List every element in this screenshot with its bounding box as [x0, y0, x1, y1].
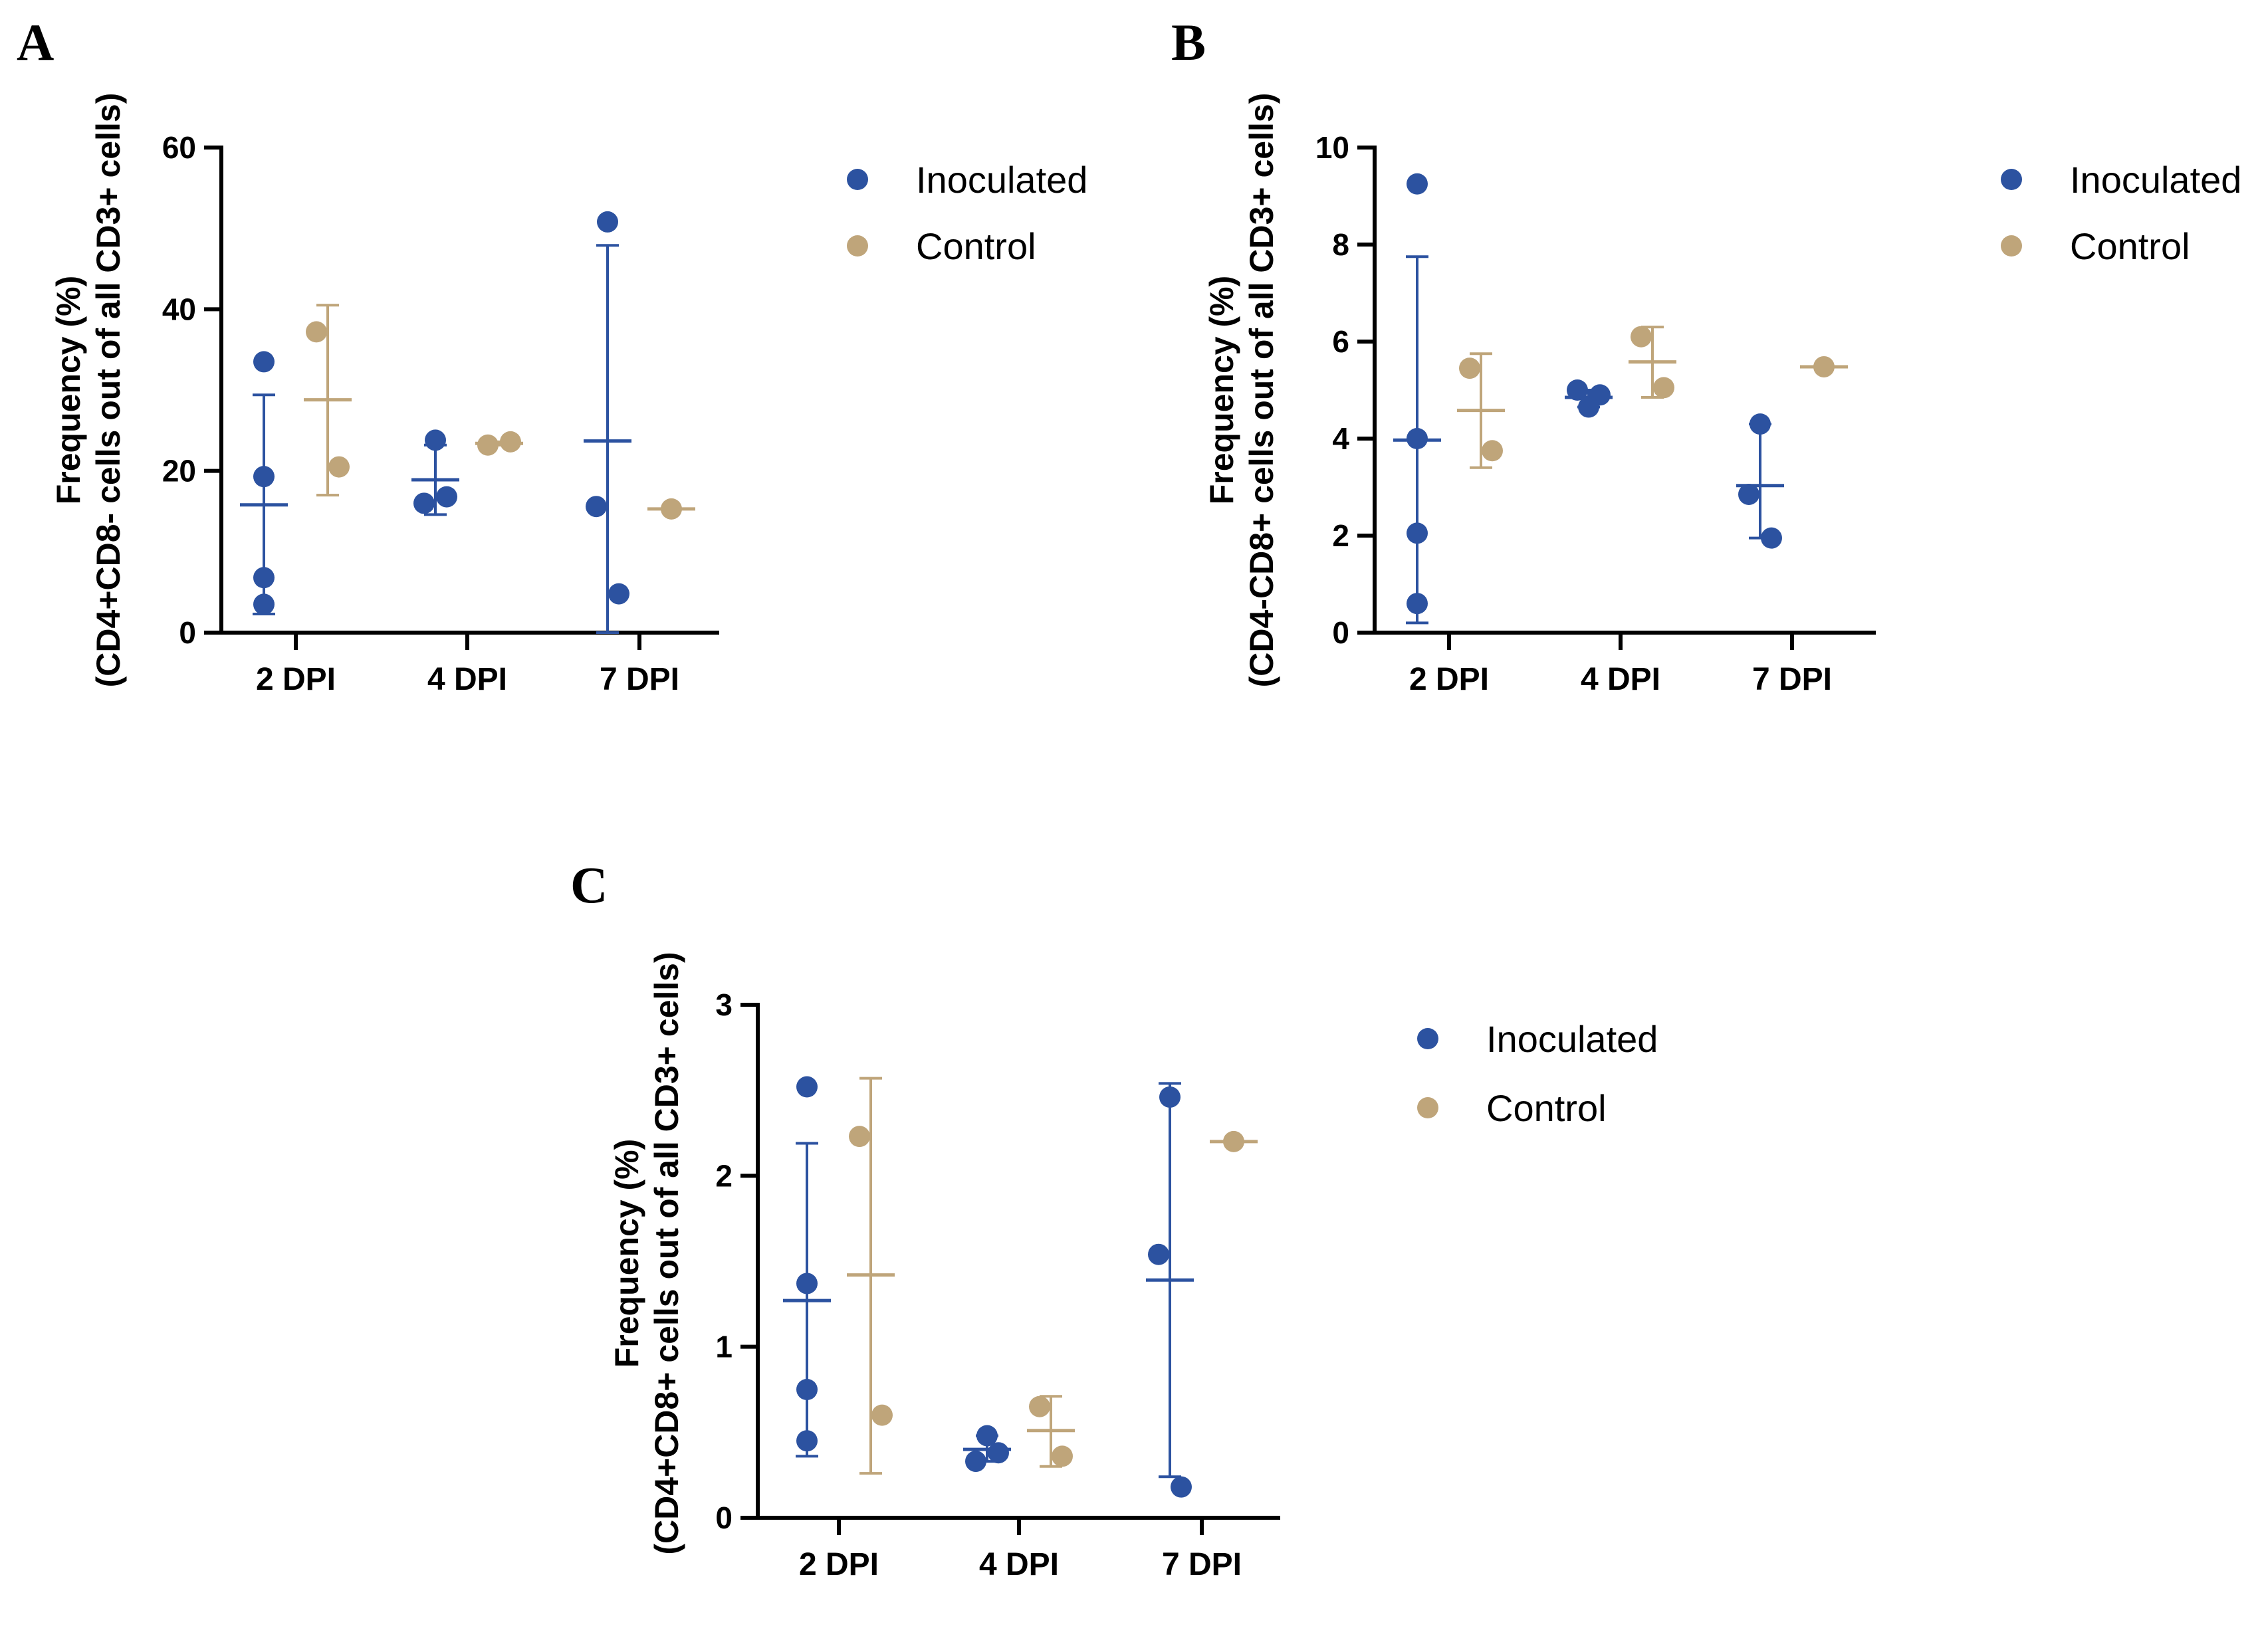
- inoculated-data-point: [1567, 379, 1588, 401]
- control-data-point: [1029, 1395, 1050, 1417]
- panel-letter: B: [1171, 13, 1206, 71]
- y-tick-label: 3: [715, 987, 733, 1022]
- inoculated-data-point: [796, 1076, 818, 1098]
- x-tick-label: 4 DPI: [1581, 662, 1660, 697]
- inoculated-data-point: [976, 1425, 998, 1447]
- inoculated-data-point: [1407, 593, 1428, 615]
- y-axis-label-line-2: (CD4-CD8+ cells out of all CD3+ cells): [1243, 93, 1280, 688]
- panel-a: A Frequency (%) (CD4+CD8- cells out of all…: [17, 13, 1087, 697]
- inoculated-data-point: [1738, 483, 1759, 505]
- panel-letter: C: [570, 856, 608, 914]
- legend-marker-control: [1417, 1097, 1438, 1118]
- inoculated-data-point: [253, 593, 275, 615]
- y-axis-label: Frequency (%) (CD4+CD8+ cells out of all …: [608, 952, 685, 1554]
- inoculated-data-point: [796, 1379, 818, 1400]
- inoculated-data-point: [425, 429, 446, 451]
- y-axis-label: Frequency (%) (CD4+CD8- cells out of all …: [50, 93, 127, 688]
- y-tick-label: 1: [715, 1330, 733, 1364]
- y-axis-label-line-2: (CD4+CD8- cells out of all CD3+ cells): [90, 93, 127, 688]
- x-tick-label: 7 DPI: [1162, 1547, 1242, 1582]
- control-data-point: [500, 431, 521, 453]
- inoculated-data-point: [1407, 173, 1428, 195]
- x-tick-label: 2 DPI: [256, 662, 336, 697]
- inoculated-data-point: [1159, 1086, 1181, 1108]
- legend-label-control: Control: [1486, 1087, 1607, 1129]
- inoculated-data-point: [988, 1442, 1009, 1464]
- x-tick-label: 7 DPI: [1752, 662, 1832, 697]
- y-tick-label: 6: [1332, 324, 1349, 359]
- y-tick-label: 2: [1332, 518, 1349, 553]
- legend-label-inoculated: Inoculated: [2070, 159, 2241, 201]
- control-data-point: [1052, 1445, 1073, 1467]
- y-axis-label-line-2: (CD4+CD8+ cells out of all CD3+ cells): [648, 952, 685, 1554]
- legend-marker-inoculated: [2001, 169, 2022, 190]
- control-data-point: [1459, 358, 1480, 379]
- legend-label-control: Control: [2070, 225, 2190, 267]
- y-tick-label: 20: [162, 454, 196, 488]
- y-axis-label-line-1: Frequency (%): [608, 1139, 645, 1368]
- control-data-point: [661, 498, 682, 520]
- inoculated-data-point: [436, 486, 457, 508]
- control-data-point: [871, 1404, 893, 1426]
- control-data-point: [1813, 356, 1835, 377]
- y-tick-label: 2: [715, 1158, 733, 1193]
- x-tick-label: 7 DPI: [600, 662, 679, 697]
- inoculated-data-point: [253, 567, 275, 589]
- y-tick-label: 0: [715, 1500, 733, 1535]
- inoculated-data-point: [965, 1451, 986, 1473]
- panel-letter: A: [17, 13, 54, 71]
- x-tick-label: 2 DPI: [1409, 662, 1489, 697]
- control-data-point: [306, 321, 327, 343]
- inoculated-data-point: [597, 211, 618, 233]
- legend-label-control: Control: [916, 225, 1036, 267]
- inoculated-data-point: [796, 1430, 818, 1452]
- inoculated-data-point: [796, 1273, 818, 1294]
- control-data-point: [1482, 440, 1503, 462]
- legend-label-inoculated: Inoculated: [1486, 1018, 1658, 1060]
- inoculated-data-point: [1148, 1243, 1169, 1265]
- control-data-point: [1223, 1130, 1244, 1152]
- inoculated-data-point: [253, 466, 275, 488]
- control-data-point: [1653, 377, 1674, 399]
- inoculated-data-point: [586, 496, 607, 518]
- legend-marker-inoculated: [847, 169, 868, 190]
- inoculated-data-point: [1407, 428, 1428, 449]
- y-axis-label-line-1: Frequency (%): [50, 276, 87, 505]
- legend-label-inoculated: Inoculated: [916, 159, 1087, 201]
- inoculated-data-point: [1761, 527, 1782, 549]
- inoculated-data-point: [1407, 522, 1428, 544]
- inoculated-data-point: [1171, 1476, 1192, 1498]
- y-tick-label: 8: [1332, 227, 1349, 262]
- y-tick-label: 4: [1332, 421, 1349, 456]
- control-data-point: [849, 1126, 870, 1148]
- inoculated-data-point: [413, 492, 435, 514]
- inoculated-data-point: [608, 583, 629, 605]
- inoculated-data-point: [253, 351, 275, 373]
- inoculated-data-point: [1750, 413, 1771, 435]
- legend-marker-control: [847, 235, 868, 257]
- control-data-point: [477, 434, 499, 456]
- inoculated-data-point: [1589, 384, 1611, 406]
- y-tick-label: 0: [1332, 615, 1349, 650]
- control-data-point: [328, 456, 350, 478]
- y-tick-label: 0: [179, 615, 196, 650]
- x-tick-label: 4 DPI: [427, 662, 507, 697]
- legend-marker-control: [2001, 235, 2022, 257]
- y-tick-label: 10: [1315, 130, 1349, 165]
- panel-b: B Frequency (%) (CD4-CD8+ cells out of all…: [1171, 13, 2241, 697]
- y-tick-label: 60: [162, 130, 196, 165]
- x-tick-label: 4 DPI: [979, 1547, 1059, 1582]
- y-axis-label-line-1: Frequency (%): [1203, 276, 1240, 505]
- x-tick-label: 2 DPI: [799, 1547, 879, 1582]
- y-axis-label: Frequency (%) (CD4-CD8+ cells out of all …: [1203, 93, 1280, 688]
- y-tick-label: 40: [162, 292, 196, 326]
- control-data-point: [1631, 326, 1652, 348]
- legend-marker-inoculated: [1417, 1028, 1438, 1049]
